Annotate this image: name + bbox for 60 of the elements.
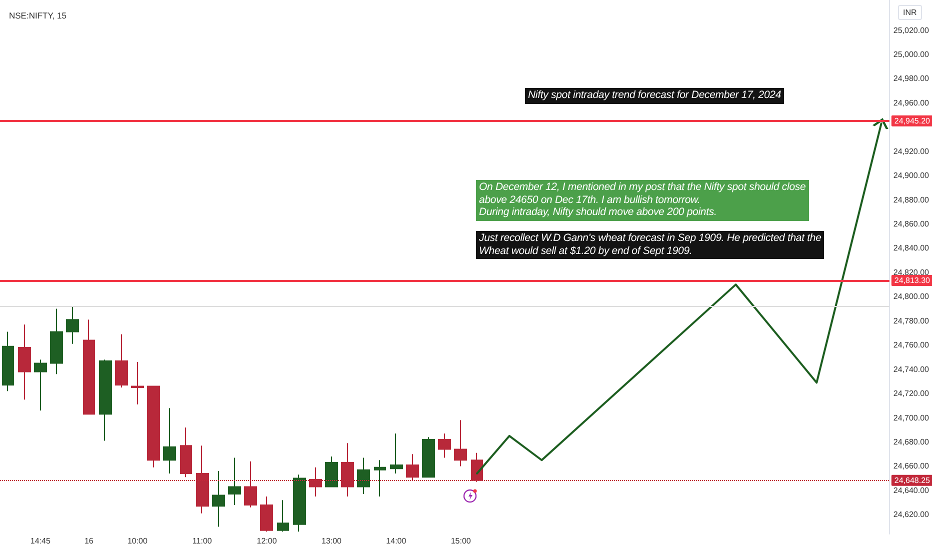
candlestick (374, 460, 386, 497)
candlestick (293, 474, 306, 532)
y-tick-label: 24,800.00 (893, 292, 930, 302)
y-tick-label: 24,980.00 (893, 74, 930, 84)
candlestick (277, 500, 289, 532)
y-tick-label: 24,900.00 (893, 171, 930, 180)
x-tick-label: 12:00 (256, 536, 278, 546)
candlestick (18, 324, 31, 400)
candlestick (212, 470, 225, 528)
y-tick-label: 24,720.00 (893, 389, 930, 398)
annotation: On December 12, I mentioned in my post that the Nifty spot should close above 24650 on Dec 17th. I am bullish tomorrow. During intraday, Nifty should move above 200 points. (476, 180, 809, 220)
candlestick (131, 362, 144, 405)
x-tick-label: 11:00 (192, 536, 212, 546)
annotation: Nifty spot intraday trend forecast for December 17, 2024 (525, 88, 784, 104)
candlestick (260, 496, 273, 532)
x-tick-label: 16 (84, 536, 94, 546)
y-tick-label: 24,700.00 (893, 413, 930, 422)
y-tick-label: 24,960.00 (893, 98, 930, 108)
ref-line-label: 24,945.20 (894, 116, 931, 126)
candlestick (357, 457, 370, 495)
y-axis-title: INR (898, 5, 922, 20)
y-tick-label: 24,680.00 (893, 437, 930, 446)
candlestick (422, 436, 435, 478)
annotation: Just recollect W.D Gann's wheat forecast in Sep 1909. He predicted that the Wheat would sell at $1.20 by end of Sept 1909. (476, 231, 824, 259)
x-tick-label: 14:00 (386, 536, 407, 546)
y-tick-label: 24,640.00 (893, 486, 930, 495)
y-tick-label: 24,620.00 (893, 510, 930, 520)
candlestick (2, 331, 14, 392)
candlestick (228, 457, 241, 506)
candlestick (99, 359, 112, 442)
y-tick-label: 24,860.00 (893, 220, 930, 229)
candlestick (115, 334, 128, 388)
candlestick (34, 359, 47, 411)
x-tick-label: 14:45 (30, 536, 51, 546)
candlestick (454, 420, 467, 467)
y-tick-label: 24,920.00 (893, 146, 930, 156)
y-tick-label: 24,760.00 (893, 340, 930, 350)
candlestick (50, 308, 63, 375)
candlestick (390, 432, 403, 474)
candlestick (83, 319, 95, 415)
y-tick-label: 24,780.00 (893, 316, 930, 326)
y-tick-label: 24,880.00 (893, 195, 930, 204)
candlestick (325, 456, 338, 488)
y-tick-label: 25,000.00 (893, 50, 930, 59)
candlestick (147, 386, 160, 468)
y-tick-label: 24,660.00 (893, 462, 930, 471)
y-tick-label: 24,820.00 (893, 268, 930, 277)
ref-line-label: 24,813.30 (894, 276, 931, 286)
candlestick (180, 426, 192, 478)
x-tick-label: 10:00 (127, 536, 148, 546)
candlestick (66, 306, 79, 344)
text: NSE:NIFTY, 15 (9, 10, 67, 20)
y-tick-label: 24,840.00 (893, 244, 930, 253)
candlestick (163, 408, 176, 474)
x-tick-label: 13:00 (321, 536, 342, 546)
candlestick (438, 432, 451, 458)
y-tick-label: 25,020.00 (893, 26, 930, 35)
y-tick-label: 24,740.00 (893, 364, 930, 374)
ref-line-label: 24,648.25 (894, 476, 931, 485)
x-tick-label: 15:00 (450, 536, 472, 546)
